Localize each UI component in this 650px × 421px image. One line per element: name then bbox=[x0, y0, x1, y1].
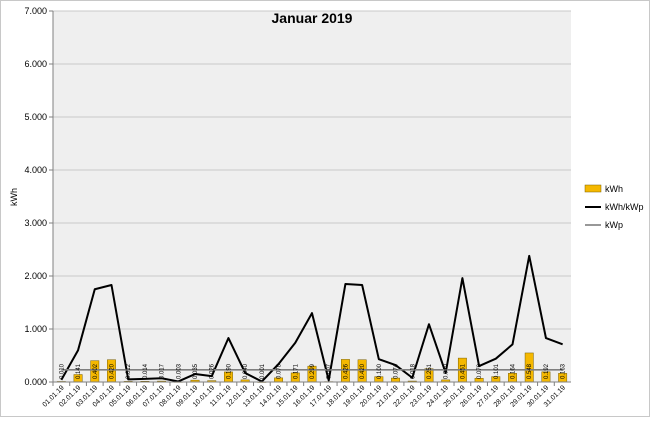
bar-label-27.01.19: 0.101 bbox=[494, 363, 500, 379]
bar-label-30.01.19: 0.192 bbox=[544, 363, 550, 379]
bar-label-26.01.19: 0.070 bbox=[477, 363, 483, 379]
bar-label-11.01.19: 0.190 bbox=[226, 363, 232, 379]
chart-title: Januar 2019 bbox=[272, 10, 353, 26]
bar-label-10.01.19: 0.026 bbox=[210, 363, 216, 379]
bar-label-12.01.19: 0.040 bbox=[243, 363, 249, 379]
bar-label-14.01.19: 0.078 bbox=[277, 363, 283, 379]
legend-label-kWh/kWp: kWh/kWp bbox=[605, 202, 644, 212]
bar-label-24.01.19: 0.040 bbox=[444, 363, 450, 379]
bar-label-03.01.19: 0.402 bbox=[93, 363, 99, 379]
bar-label-20.01.19: 0.100 bbox=[377, 363, 383, 379]
bar-label-16.01.19: 0.299 bbox=[310, 363, 316, 379]
bar-series bbox=[56, 352, 568, 383]
bar-label-19.01.19: 0.420 bbox=[360, 363, 366, 379]
legend-label-kWp: kWp bbox=[605, 220, 623, 230]
x-axis-ticks: 01.01.1902.01.1903.01.1904.01.1905.01.19… bbox=[42, 382, 567, 409]
bar-label-08.01.19: 0.003 bbox=[176, 363, 182, 379]
bar-label-06.01.19: 0.014 bbox=[143, 363, 149, 379]
bar-label-05.01.19: 0.012 bbox=[126, 363, 132, 379]
y-tick-label: 5.000 bbox=[24, 112, 47, 122]
bar-label-04.01.19: 0.420 bbox=[109, 363, 115, 379]
bar-label-21.01.19: 0.074 bbox=[394, 363, 400, 379]
bar-label-28.01.19: 0.164 bbox=[511, 363, 517, 379]
legend-swatch-kWh bbox=[584, 184, 602, 193]
bar-label-17.01.19: 0.007 bbox=[327, 363, 333, 379]
bar-label-09.01.19: 0.035 bbox=[193, 363, 199, 379]
bar-label-22.01.19: 0.018 bbox=[410, 363, 416, 379]
y-axis-label: kWh bbox=[9, 188, 19, 206]
y-tick-label: 2.000 bbox=[24, 271, 47, 281]
y-axis-ticks: 0.000 1.000 2.000 3.000 4.000 5.000 6.000 7.000 bbox=[24, 6, 53, 387]
y-tick-label: 3.000 bbox=[24, 218, 47, 228]
bar-label-31.01.19: 0.163 bbox=[561, 363, 567, 379]
y-tick-label: 1.000 bbox=[24, 324, 47, 334]
plot-area bbox=[53, 11, 571, 382]
bar-label-13.01.19: 0.001 bbox=[260, 363, 266, 379]
bar-label-01.01.19: 0.010 bbox=[59, 363, 65, 379]
bar-label-29.01.19: 0.548 bbox=[527, 363, 533, 379]
legend: kWh kWh/kWp kWp bbox=[584, 184, 644, 230]
bar-label-18.01.19: 0.426 bbox=[343, 363, 349, 379]
y-tick-label: 4.000 bbox=[24, 165, 47, 175]
y-tick-label: 6.000 bbox=[24, 59, 47, 69]
bar-label-15.01.19: 0.171 bbox=[293, 363, 299, 379]
bar-label-23.01.19: 0.251 bbox=[427, 363, 433, 379]
y-tick-label: 7.000 bbox=[24, 6, 47, 16]
bar-label-02.01.19: 0.141 bbox=[76, 363, 82, 379]
y-tick-label: 0.000 bbox=[24, 377, 47, 387]
legend-label-kWh: kWh bbox=[605, 184, 623, 194]
grid-lines bbox=[53, 10, 571, 330]
line-series-kWh/kWp bbox=[60, 254, 564, 383]
line-series bbox=[60, 254, 564, 383]
bar-data-labels: 0.010 0.141 0.402 0.420 0.012 0.014 0.017 0.003… bbox=[59, 363, 566, 379]
bar-label-07.01.19: 0.017 bbox=[160, 363, 166, 379]
bar-label-25.01.19: 0.451 bbox=[460, 363, 466, 379]
